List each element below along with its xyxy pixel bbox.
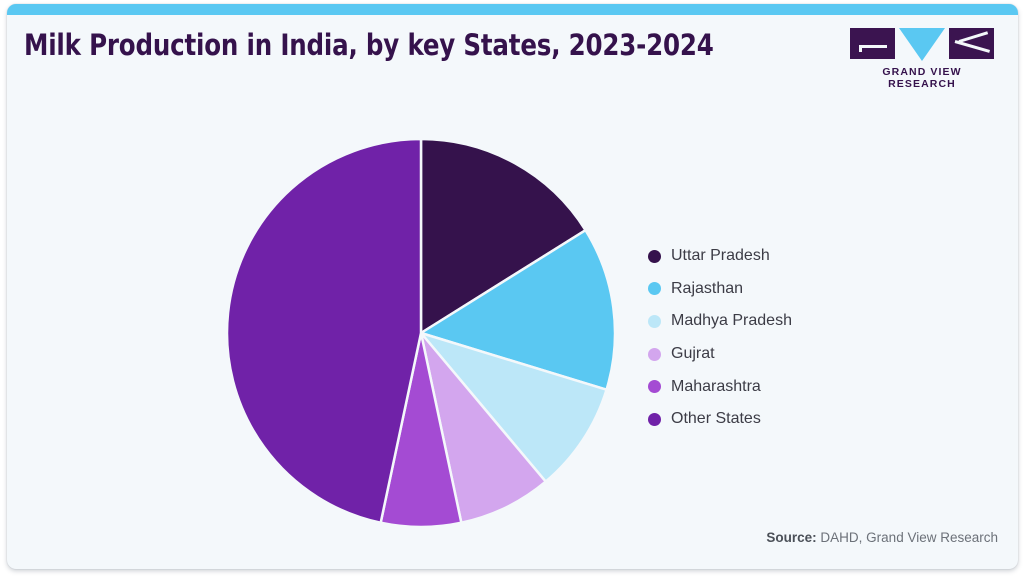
legend-item-other-states[interactable]: Other States (648, 403, 948, 436)
pie-slice-group (225, 137, 617, 529)
legend-item-label: Rajasthan (671, 279, 744, 297)
legend-item-label: Uttar Pradesh (671, 247, 770, 265)
top-accent-bar (7, 4, 1018, 15)
legend-item-label: Maharashtra (671, 377, 761, 395)
pie-chart-svg (225, 137, 617, 529)
logo-wordmark: GRAND VIEW RESEARCH (882, 66, 962, 90)
legend-swatch-icon (648, 282, 661, 296)
pie-slice[interactable] (417, 330, 609, 484)
legend-swatch-icon (648, 347, 661, 361)
legend-item-uttar-pradesh[interactable]: Uttar Pradesh (648, 240, 948, 273)
chart-legend: Uttar Pradesh Rajasthan Madhya Pradesh Gujr… (648, 240, 948, 436)
chart-card: Milk Production in India, by key States,… (7, 4, 1018, 569)
legend-swatch-icon (648, 314, 661, 328)
logo-marks (847, 28, 997, 61)
legend-item-maharashtra[interactable]: Maharashtra (648, 370, 948, 403)
page-title: Milk Production in India, by key States,… (24, 28, 714, 62)
pie-chart (225, 137, 617, 529)
logo-r-icon (949, 28, 994, 59)
legend-item-label: Madhya Pradesh (671, 312, 792, 330)
pie-slice[interactable] (419, 137, 588, 336)
legend-item-rajasthan[interactable]: Rajasthan (648, 273, 948, 306)
logo-triangle-icon (899, 28, 945, 61)
source-note: Source: DAHD, Grand View Research (766, 530, 998, 545)
logo-g-icon (850, 28, 895, 59)
legend-swatch-icon (648, 380, 661, 394)
pie-slice[interactable] (418, 228, 617, 392)
pie-slice[interactable] (225, 137, 423, 525)
legend-item-gujrat[interactable]: Gujrat (648, 338, 948, 371)
legend-swatch-icon (648, 249, 661, 263)
legend-item-label: Other States (671, 410, 761, 428)
legend-swatch-icon (648, 412, 661, 426)
source-value: DAHD, Grand View Research (820, 530, 998, 545)
legend-item-label: Gujrat (671, 345, 715, 363)
grand-view-research-logo: GRAND VIEW RESEARCH (847, 28, 997, 90)
source-label: Source: (766, 530, 817, 545)
legend-item-madhya-pradesh[interactable]: Madhya Pradesh (648, 305, 948, 338)
